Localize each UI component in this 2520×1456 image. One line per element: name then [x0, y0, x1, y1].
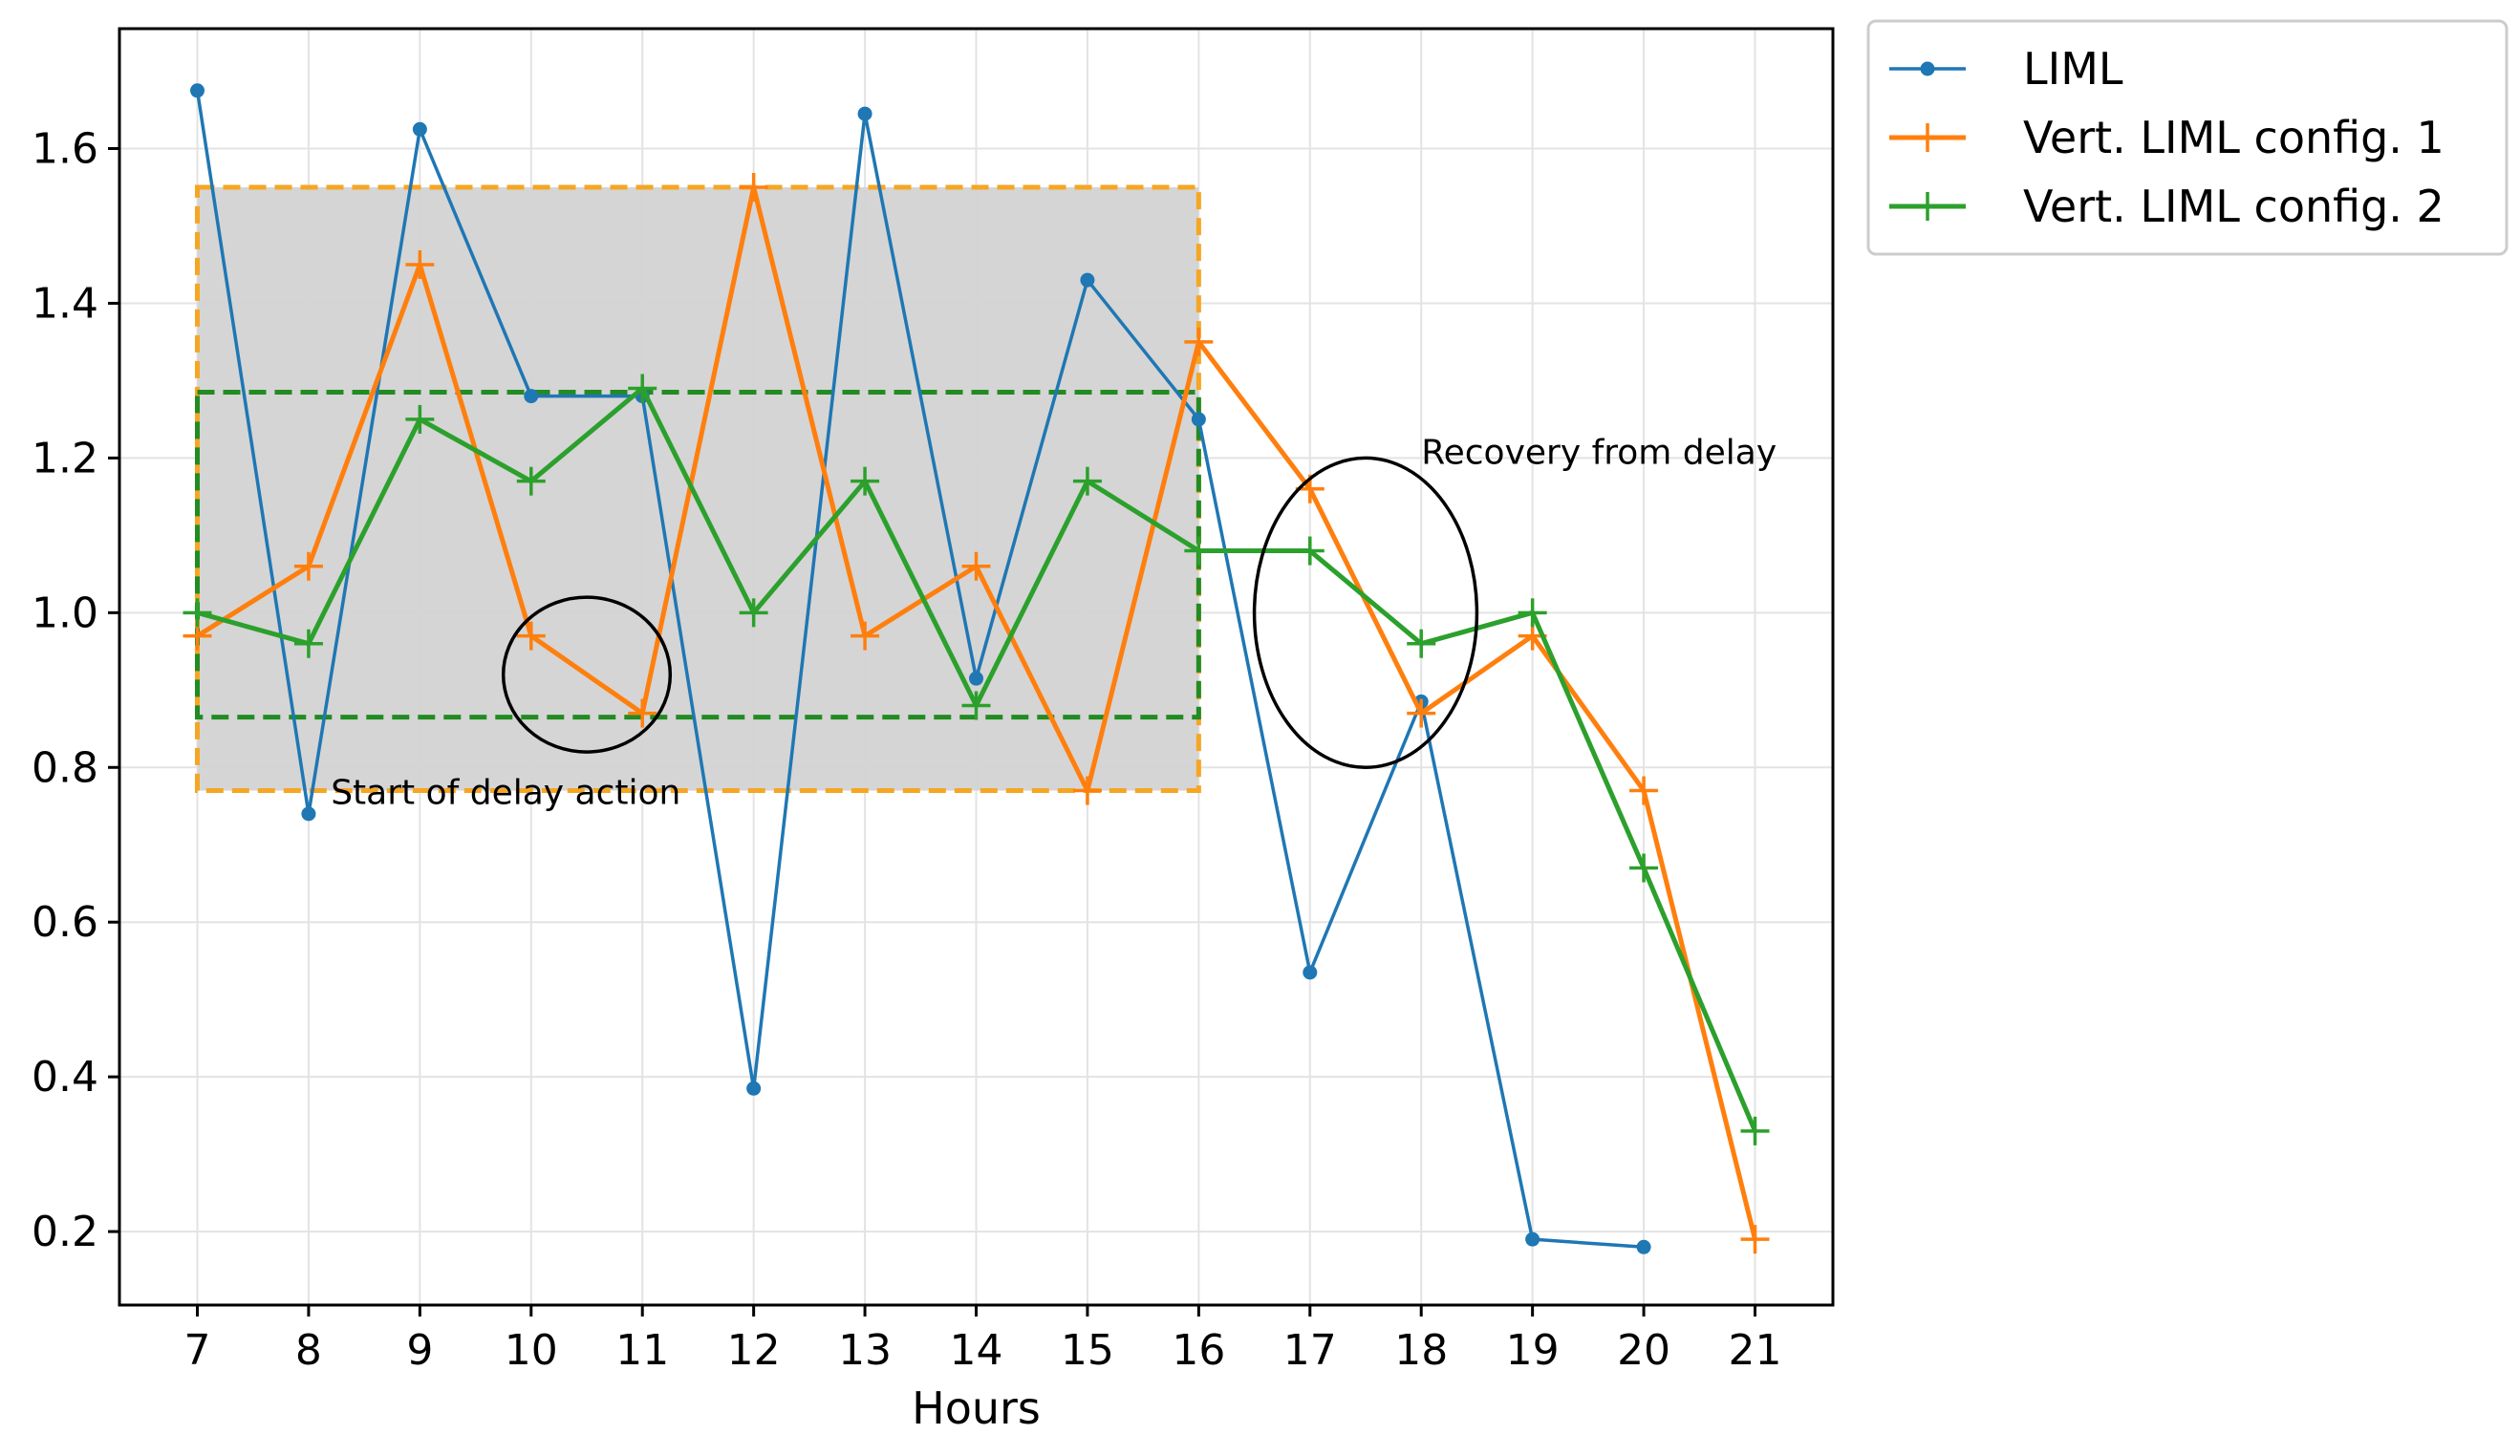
- y-tick-label: 1.0: [32, 589, 98, 637]
- data-point: [293, 629, 323, 658]
- x-tick-label: 17: [1283, 1326, 1337, 1375]
- data-point: [969, 671, 983, 686]
- y-tick-label: 0.2: [32, 1208, 98, 1256]
- data-point: [739, 172, 768, 202]
- axes: 7 8 9 10 11 12 13 14 15 16 17 18 19 20 21 0.2 0.4 0.6 0.8 1…: [32, 125, 1781, 1375]
- data-point: [628, 374, 657, 403]
- data-point: [961, 691, 991, 720]
- annotations: Start of delay action Recovery from delay: [331, 433, 1777, 812]
- y-tick-label: 0.6: [32, 898, 98, 947]
- legend-label-1: Vert. LIML config. 1: [2023, 112, 2445, 163]
- annotation-0: Start of delay action: [331, 774, 680, 813]
- data-point: [1629, 853, 1659, 883]
- data-point: [1080, 272, 1095, 288]
- legend-box: [1866, 19, 2509, 256]
- data-point: [516, 466, 546, 496]
- x-tick-label: 8: [295, 1326, 322, 1375]
- data-point: [739, 598, 768, 628]
- legend-entry-1: Vert. LIML config. 1: [1889, 112, 2445, 163]
- highlight-regions: [195, 184, 1201, 794]
- series-2: [183, 374, 1770, 1146]
- data-point: [1184, 327, 1214, 356]
- legend-entry-2: Vert. LIML config. 2: [1889, 181, 2445, 232]
- data-point: [1740, 1116, 1770, 1146]
- data-point: [1518, 598, 1547, 628]
- x-tick-label: 11: [615, 1326, 669, 1375]
- y-tick-label: 1.2: [32, 434, 98, 482]
- x-axis-label: Hours: [912, 1382, 1041, 1434]
- annotation-1: Recovery from delay: [1421, 433, 1777, 472]
- legend-label-2: Vert. LIML config. 2: [2023, 181, 2445, 232]
- data-point: [851, 621, 880, 651]
- data-point: [405, 404, 435, 434]
- x-tick-label: 21: [1729, 1326, 1782, 1375]
- y-tick-label: 0.8: [32, 743, 98, 792]
- data-point: [1629, 776, 1659, 805]
- data-point: [405, 249, 435, 279]
- highlight-ellipse-1: [1252, 456, 1479, 770]
- data-point: [1295, 536, 1325, 566]
- x-tick-label: 9: [406, 1326, 433, 1375]
- highlight-ellipse-0: [501, 595, 673, 754]
- x-tick-label: 18: [1394, 1326, 1448, 1375]
- data-point: [1740, 1225, 1770, 1254]
- legend-label-0: LIML: [2023, 43, 2123, 95]
- data-point: [516, 621, 546, 651]
- region-orange-dashed-box: [195, 184, 1201, 794]
- data-point: [1184, 536, 1214, 566]
- x-tick-label: 16: [1172, 1326, 1225, 1375]
- data-point: [1072, 776, 1102, 805]
- x-tick-label: 14: [950, 1326, 1003, 1375]
- x-tick-label: 7: [184, 1326, 211, 1375]
- data-point: [1525, 1231, 1540, 1247]
- x-tick-label: 19: [1506, 1326, 1560, 1375]
- series-0: [190, 83, 1651, 1254]
- data-point: [1072, 466, 1102, 496]
- data-point: [412, 121, 427, 137]
- data-point: [1636, 1239, 1651, 1254]
- data-point: [301, 806, 316, 822]
- x-tick-label: 13: [838, 1326, 892, 1375]
- data-point: [524, 389, 539, 404]
- data-point: [1191, 412, 1206, 427]
- data-point: [1407, 629, 1436, 658]
- data-point: [1303, 965, 1318, 980]
- x-tick-label: 12: [727, 1326, 781, 1375]
- y-tick-label: 0.4: [32, 1053, 98, 1102]
- x-tick-label: 10: [505, 1326, 558, 1375]
- data-point: [851, 466, 880, 496]
- x-tick-label: 20: [1617, 1326, 1670, 1375]
- legend-entry-0: LIML: [1889, 43, 2123, 95]
- data-point: [961, 551, 991, 581]
- data-point: [190, 83, 205, 98]
- y-tick-label: 1.4: [32, 279, 98, 328]
- data-point: [293, 551, 323, 581]
- legend: LIML Vert. LIML config. 1 Vert. LIML confi…: [1866, 19, 2509, 256]
- y-tick-label: 1.6: [32, 125, 98, 174]
- x-tick-label: 15: [1061, 1326, 1114, 1375]
- legend-swatch-marker: [1920, 61, 1935, 76]
- data-point: [183, 598, 212, 628]
- data-point: [746, 1081, 762, 1096]
- series-line-0: [195, 90, 1645, 1250]
- data-point: [628, 698, 657, 728]
- data-point: [1407, 698, 1436, 728]
- data-point: [857, 106, 872, 121]
- series-lines: [183, 83, 1770, 1254]
